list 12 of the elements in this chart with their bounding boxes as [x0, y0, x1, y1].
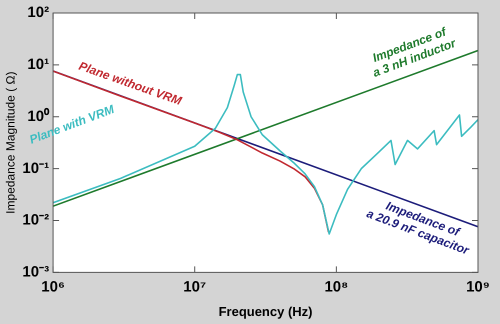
x-tick-label: 10⁸ [324, 278, 348, 296]
x-tick-label: 10⁹ [466, 278, 490, 296]
y-tick-label: 10⁻² [22, 212, 50, 229]
y-tick-label: 10⁻¹ [22, 160, 50, 177]
x-axis-title: Frequency (Hz) [218, 304, 312, 319]
x-tick-label: 10⁷ [183, 278, 206, 296]
x-tick-label: 10⁶ [41, 278, 65, 296]
y-tick-label: 10¹ [27, 56, 50, 74]
y-tick-label: 10² [27, 4, 50, 22]
y-axis-title: Impedance Magnitude ( Ω) [4, 72, 18, 214]
y-tick-label: 10⁻³ [22, 264, 50, 281]
y-tick-label: 10⁰ [27, 106, 50, 125]
